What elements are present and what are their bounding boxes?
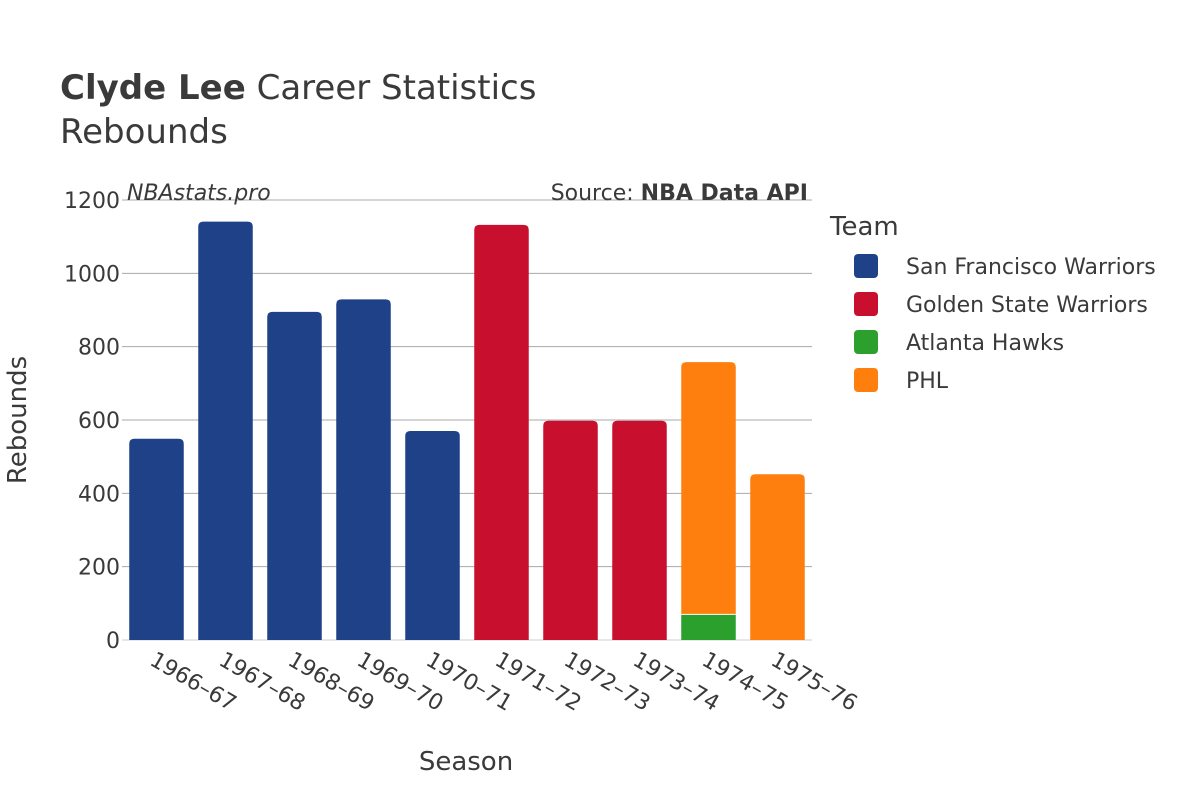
legend-swatch [854,292,878,316]
x-axis-title: Season [419,747,513,777]
source-prefix: Source: [551,181,641,206]
x-axis-ticks: 1966–671967–681968–691969–701970–711971–… [146,648,862,717]
y-axis-title: Rebounds [3,356,33,484]
bar-golden-state-warriors-1972–73 [543,420,598,640]
bar-golden-state-warriors-1973–74 [612,420,667,640]
chart-title: Clyde Lee Career Statistics [60,68,536,108]
legend-label: Atlanta Hawks [906,331,1064,356]
y-tick-label: 400 [78,482,120,507]
y-tick-label: 1200 [64,189,120,214]
bars [129,221,805,640]
legend-swatch [854,368,878,392]
bar-atlanta-hawks-1974–75 [681,614,736,640]
bar-phl-1975–76 [750,474,805,640]
legend-label: PHL [906,369,949,394]
y-tick-label: 800 [78,336,120,361]
bar-golden-state-warriors-1971–72 [474,224,529,640]
bar-san-francisco-warriors-1966–67 [129,438,184,640]
bar-san-francisco-warriors-1970–71 [405,431,460,640]
legend-swatch [854,330,878,354]
y-axis-ticks: 0 200 400 600 800 1000 1200 [64,189,120,654]
bar-phl-1974–75 [681,362,736,615]
bar-san-francisco-warriors-1969–70 [336,299,391,640]
legend-title: Team [829,212,899,242]
watermark: NBAstats.pro [127,181,271,206]
chart-subtitle: Rebounds [60,112,228,152]
source-name: NBA Data API [641,181,808,206]
bar-san-francisco-warriors-1967–68 [198,221,253,640]
legend-label: San Francisco Warriors [906,255,1156,280]
legend: Team San Francisco Warriors Golden State … [829,212,1156,394]
y-tick-label: 200 [78,556,120,581]
bar-san-francisco-warriors-1968–69 [267,311,322,640]
source-credit: Source: NBA Data API [551,181,808,206]
y-tick-label: 1000 [64,262,120,287]
player-name: Clyde Lee [60,68,246,108]
legend-label: Golden State Warriors [906,293,1148,318]
y-tick-label: 0 [106,629,120,654]
legend-swatch [854,254,878,278]
y-tick-label: 600 [78,409,120,434]
title-rest: Career Statistics [245,68,537,108]
